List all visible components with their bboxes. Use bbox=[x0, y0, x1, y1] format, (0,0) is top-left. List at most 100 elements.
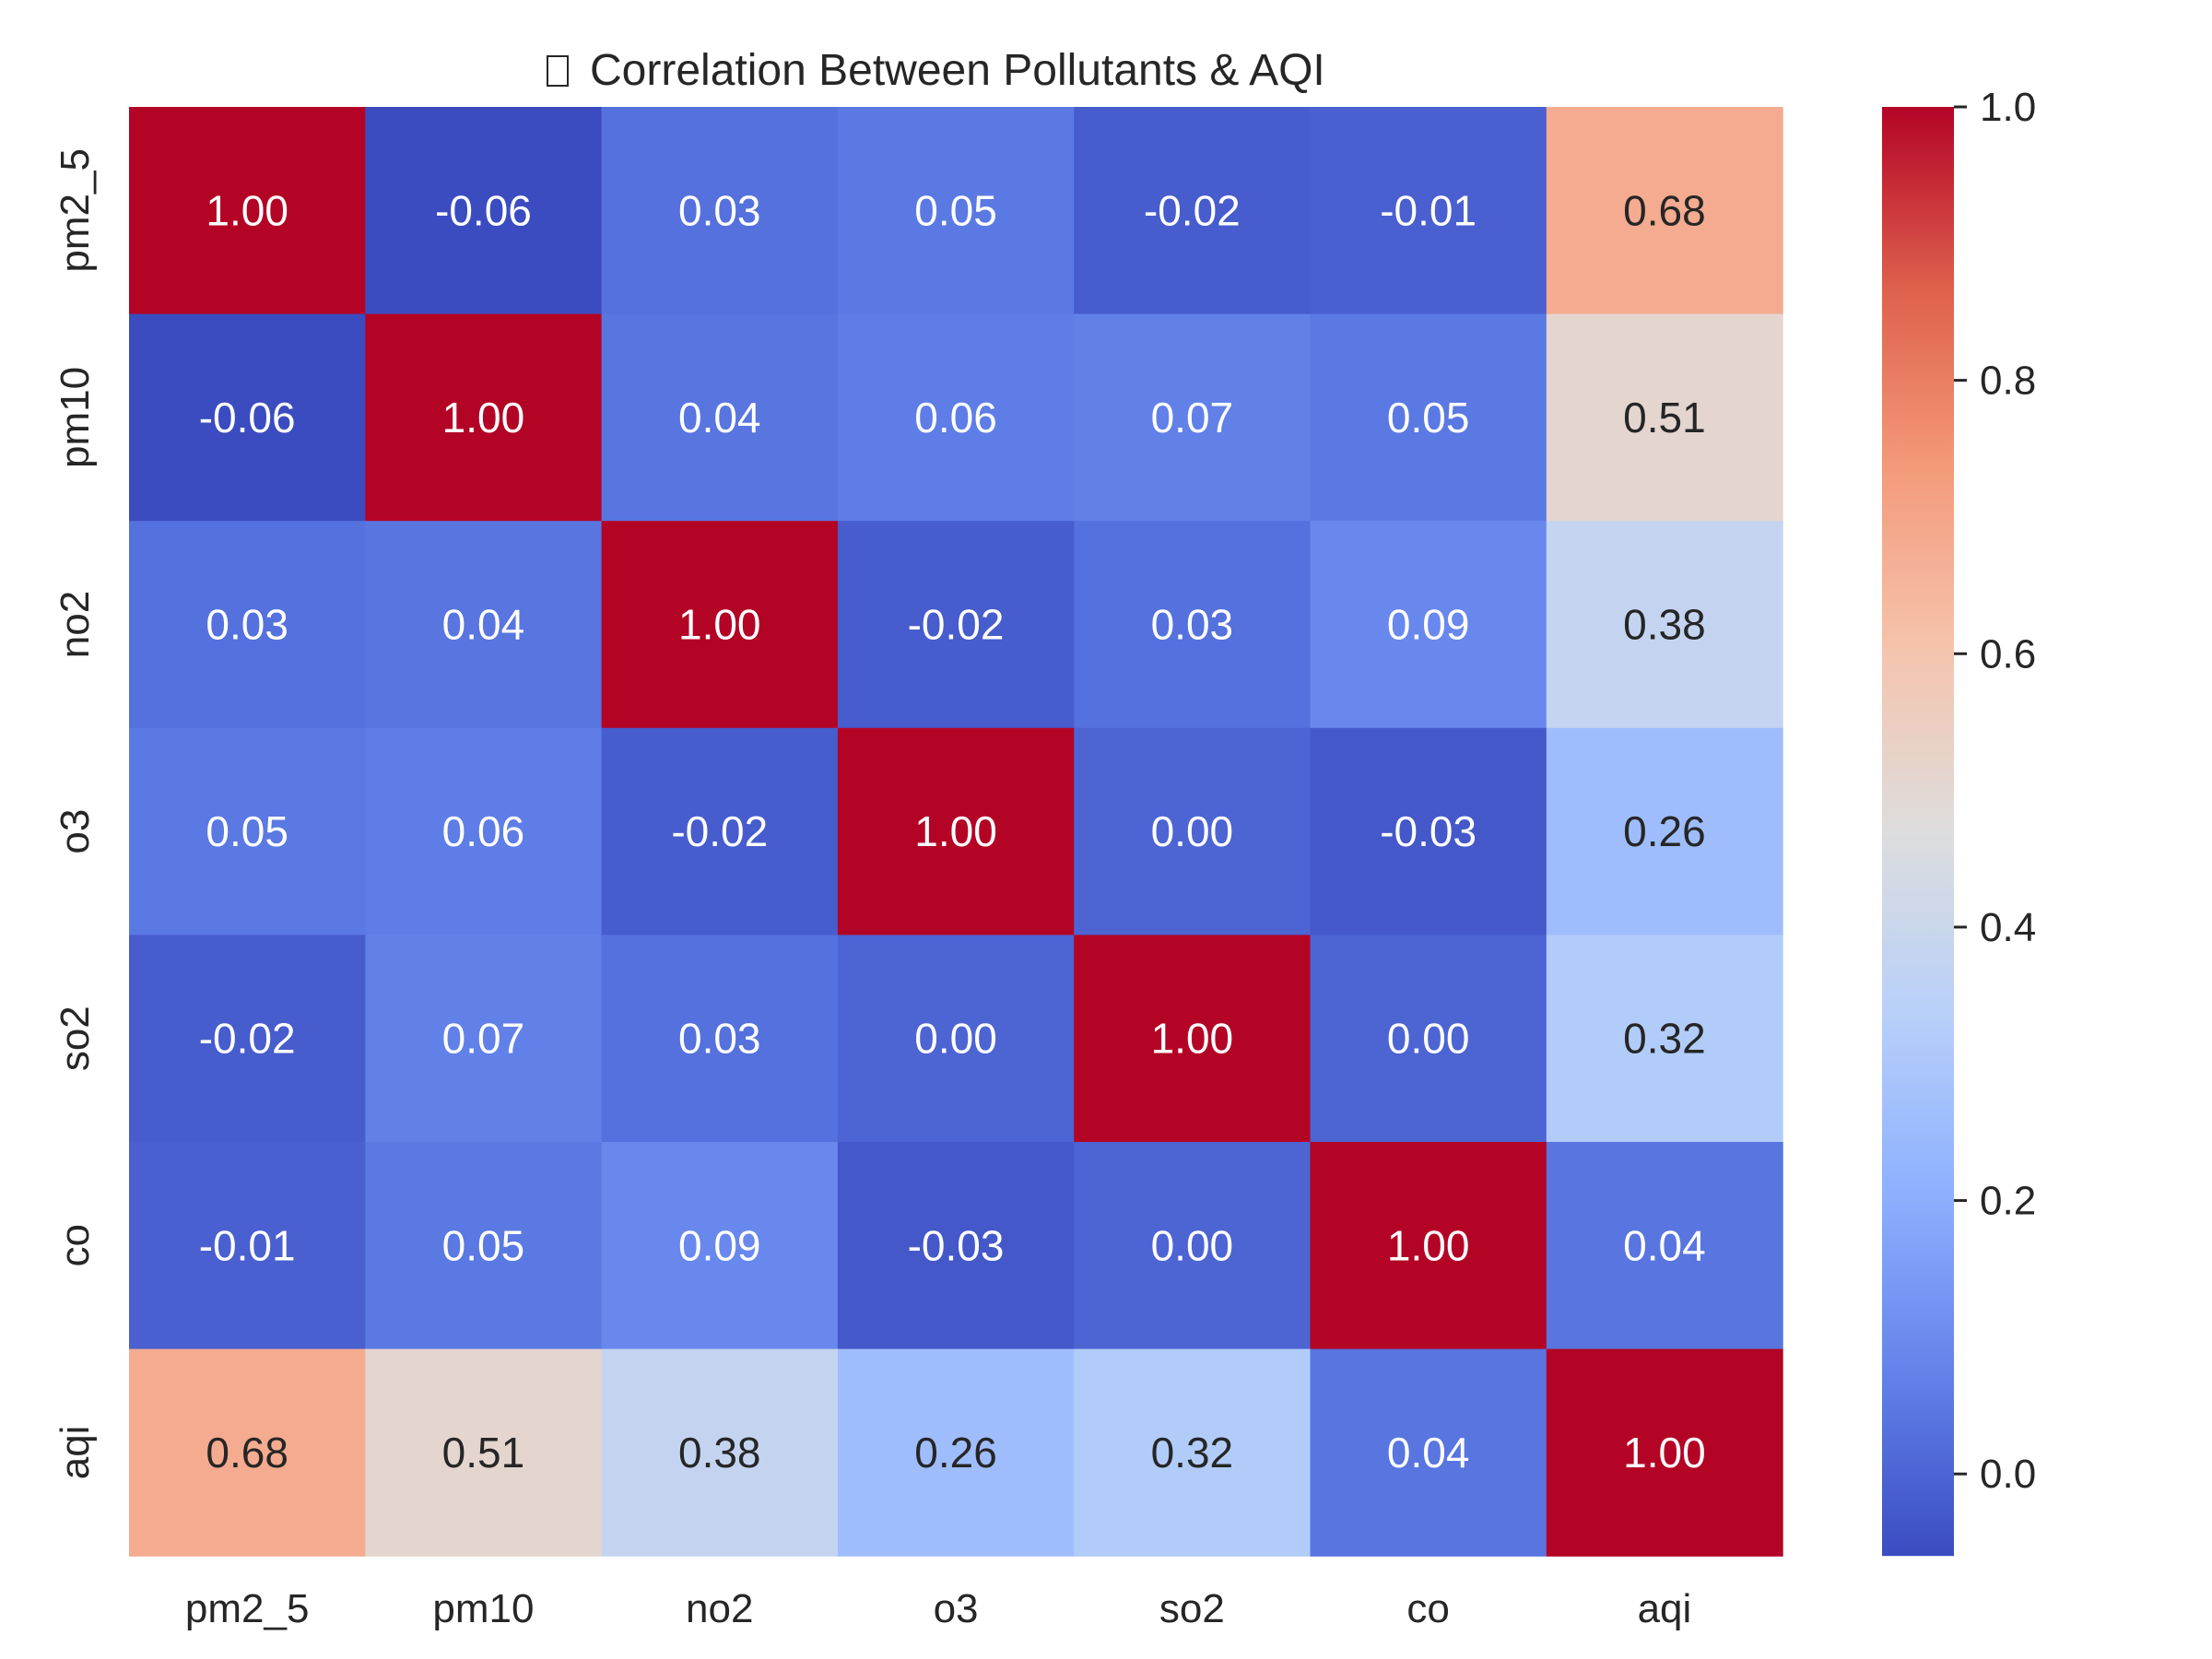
y-axis-tick-labels: pm2_5 pm10 no2 o3 so2 co aqi bbox=[53, 148, 98, 1479]
cell-value-label: 0.00 bbox=[1151, 1221, 1234, 1269]
x-axis-tick-labels: pm2_5 pm10 no2 o3 so2 co aqi bbox=[185, 1586, 1691, 1631]
heatmap-cell-so2-no2 bbox=[601, 935, 839, 1143]
heatmap-cell-pm2_5-so2 bbox=[1074, 107, 1312, 315]
heatmap-cell-pm2_5-pm2_5 bbox=[129, 107, 366, 315]
y-tick-label: o3 bbox=[53, 809, 98, 854]
cell-value-label: 0.32 bbox=[1151, 1429, 1234, 1477]
y-tick-label: pm10 bbox=[53, 367, 98, 468]
heatmap-cell-no2-co bbox=[1310, 521, 1547, 729]
cell-value-label: -0.01 bbox=[199, 1221, 296, 1269]
colorbar-gradient bbox=[1882, 107, 1954, 1557]
heatmap-cell-aqi-o3 bbox=[837, 1348, 1075, 1557]
x-tick-label: aqi bbox=[1638, 1586, 1692, 1631]
cell-value-label: 0.03 bbox=[678, 1015, 761, 1063]
heatmap-cell-co-pm10 bbox=[365, 1142, 603, 1350]
cell-value-label: 0.26 bbox=[1623, 807, 1706, 855]
cell-value-label: 1.00 bbox=[1387, 1221, 1470, 1269]
heatmap-cell-pm10-no2 bbox=[601, 313, 839, 522]
heatmap-cell-o3-aqi bbox=[1546, 727, 1783, 935]
cell-value-label: 0.26 bbox=[914, 1429, 997, 1477]
heatmap-cell-pm2_5-no2 bbox=[601, 107, 839, 315]
heatmap-cell-co-pm2_5 bbox=[129, 1142, 366, 1350]
x-tick-label: no2 bbox=[686, 1586, 753, 1631]
cell-value-label: -0.02 bbox=[908, 601, 1005, 649]
heatmap-cell-aqi-so2 bbox=[1074, 1348, 1312, 1557]
heatmap-cell-so2-so2 bbox=[1074, 935, 1312, 1143]
heatmap-cell-co-so2 bbox=[1074, 1142, 1312, 1350]
colorbar: 0.0 0.2 0.4 0.6 0.8 1.0 bbox=[1882, 85, 2036, 1557]
cell-value-label: -0.06 bbox=[199, 394, 296, 441]
cell-value-label: 0.05 bbox=[914, 186, 997, 234]
heatmap-cell-labels: 1.00 -0.06 0.03 0.05 -0.02 -0.01 0.68 -0.06 1.00… bbox=[199, 186, 1706, 1477]
cell-value-label: 0.04 bbox=[1623, 1221, 1706, 1269]
heatmap-cell-pm10-aqi bbox=[1546, 313, 1783, 522]
cell-value-label: 1.00 bbox=[1623, 1429, 1706, 1477]
heatmap-cell-pm2_5-o3 bbox=[837, 107, 1075, 315]
colorbar-tick-label: 0.8 bbox=[1980, 359, 2036, 404]
heatmap-cell-co-no2 bbox=[601, 1142, 839, 1350]
heatmap-cell-pm2_5-pm10 bbox=[365, 107, 603, 315]
cell-value-label: 1.00 bbox=[206, 186, 288, 234]
heatmap-cell-so2-co bbox=[1310, 935, 1547, 1143]
x-tick-label: pm10 bbox=[432, 1586, 534, 1631]
cell-value-label: 0.04 bbox=[678, 394, 761, 441]
y-tick-label: pm2_5 bbox=[53, 148, 98, 273]
cell-value-label: 0.05 bbox=[206, 807, 288, 855]
heatmap-cell-no2-so2 bbox=[1074, 521, 1312, 729]
cell-value-label: 0.03 bbox=[206, 601, 288, 649]
y-tick-label: co bbox=[53, 1224, 98, 1266]
heatmap-cell-pm2_5-co bbox=[1310, 107, 1547, 315]
heatmap-cell-so2-o3 bbox=[837, 935, 1075, 1143]
cell-value-label: -0.02 bbox=[1144, 186, 1241, 234]
heatmap-cell-o3-pm10 bbox=[365, 727, 603, 935]
cell-value-label: 0.00 bbox=[1151, 807, 1234, 855]
cell-value-label: 0.51 bbox=[1623, 394, 1706, 441]
heatmap-cell-aqi-co bbox=[1310, 1348, 1547, 1557]
cell-value-label: 0.06 bbox=[914, 394, 997, 441]
heatmap-cell-aqi-pm10 bbox=[365, 1348, 603, 1557]
heatmap-cell-co-o3 bbox=[837, 1142, 1075, 1350]
cell-value-label: -0.06 bbox=[435, 186, 532, 234]
cell-value-label: 0.38 bbox=[1623, 601, 1706, 649]
heatmap-cell-no2-o3 bbox=[837, 521, 1075, 729]
cell-value-label: 0.04 bbox=[442, 601, 525, 649]
heatmap-cell-pm10-pm2_5 bbox=[129, 313, 366, 522]
chart-title: Correlation Between Pollutants & AQI bbox=[547, 46, 1325, 95]
heatmap-cell-o3-so2 bbox=[1074, 727, 1312, 935]
heatmap-cell-pm10-so2 bbox=[1074, 313, 1312, 522]
cell-value-label: 0.00 bbox=[1387, 1015, 1470, 1063]
heatmap-cells bbox=[129, 107, 1783, 1557]
cell-value-label: 0.32 bbox=[1623, 1015, 1706, 1063]
cell-value-label: 1.00 bbox=[1151, 1015, 1234, 1063]
heatmap-cell-o3-o3 bbox=[837, 727, 1075, 935]
y-tick-label: aqi bbox=[53, 1426, 98, 1480]
heatmap-cell-pm10-o3 bbox=[837, 313, 1075, 522]
heatmap-cell-aqi-aqi bbox=[1546, 1348, 1783, 1557]
colorbar-tick-label: 0.6 bbox=[1980, 631, 2036, 677]
x-tick-label: co bbox=[1406, 1586, 1449, 1631]
cell-value-label: -0.02 bbox=[671, 807, 768, 855]
cell-value-label: 0.03 bbox=[1151, 601, 1234, 649]
cell-value-label: 0.00 bbox=[914, 1015, 997, 1063]
heatmap-cell-no2-aqi bbox=[1546, 521, 1783, 729]
cell-value-label: 0.05 bbox=[442, 1221, 525, 1269]
y-tick-label: so2 bbox=[53, 1006, 98, 1071]
title-missing-glyph-icon bbox=[547, 55, 569, 87]
cell-value-label: 1.00 bbox=[678, 601, 761, 649]
x-tick-label: so2 bbox=[1159, 1586, 1225, 1631]
cell-value-label: 1.00 bbox=[914, 807, 997, 855]
colorbar-tick-label: 1.0 bbox=[1980, 85, 2036, 130]
heatmap-cell-aqi-no2 bbox=[601, 1348, 839, 1557]
heatmap-cell-co-aqi bbox=[1546, 1142, 1783, 1350]
heatmap-cell-pm10-pm10 bbox=[365, 313, 603, 522]
heatmap-cell-o3-pm2_5 bbox=[129, 727, 366, 935]
cell-value-label: 0.38 bbox=[678, 1429, 761, 1477]
heatmap-cell-pm2_5-aqi bbox=[1546, 107, 1783, 315]
cell-value-label: 0.06 bbox=[442, 807, 525, 855]
cell-value-label: 0.68 bbox=[206, 1429, 288, 1477]
heatmap-cell-no2-pm10 bbox=[365, 521, 603, 729]
cell-value-label: 0.05 bbox=[1387, 394, 1470, 441]
cell-value-label: -0.02 bbox=[199, 1015, 296, 1063]
heatmap-cell-aqi-pm2_5 bbox=[129, 1348, 366, 1557]
